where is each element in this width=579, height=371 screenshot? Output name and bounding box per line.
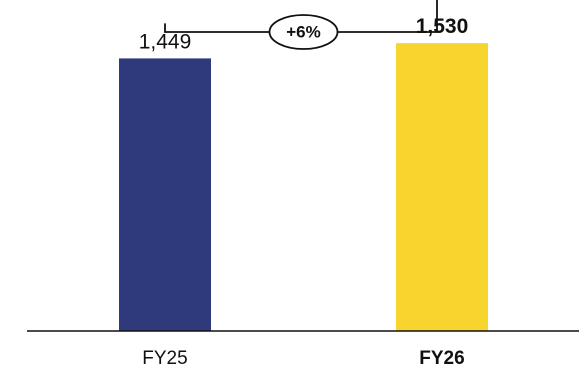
change-percent-label: +6% (286, 23, 321, 42)
category-label-fy26: FY26 (419, 348, 464, 369)
bar-fy25 (119, 58, 211, 332)
bar-fy26 (396, 43, 488, 331)
value-label-fy25: 1,449 (139, 30, 192, 53)
category-label-fy25: FY25 (142, 348, 187, 369)
value-label-fy26: 1,530 (416, 15, 469, 38)
change-annotation: +6% (164, 0, 438, 50)
change-bubble (268, 14, 339, 50)
bars-layer (119, 43, 488, 332)
